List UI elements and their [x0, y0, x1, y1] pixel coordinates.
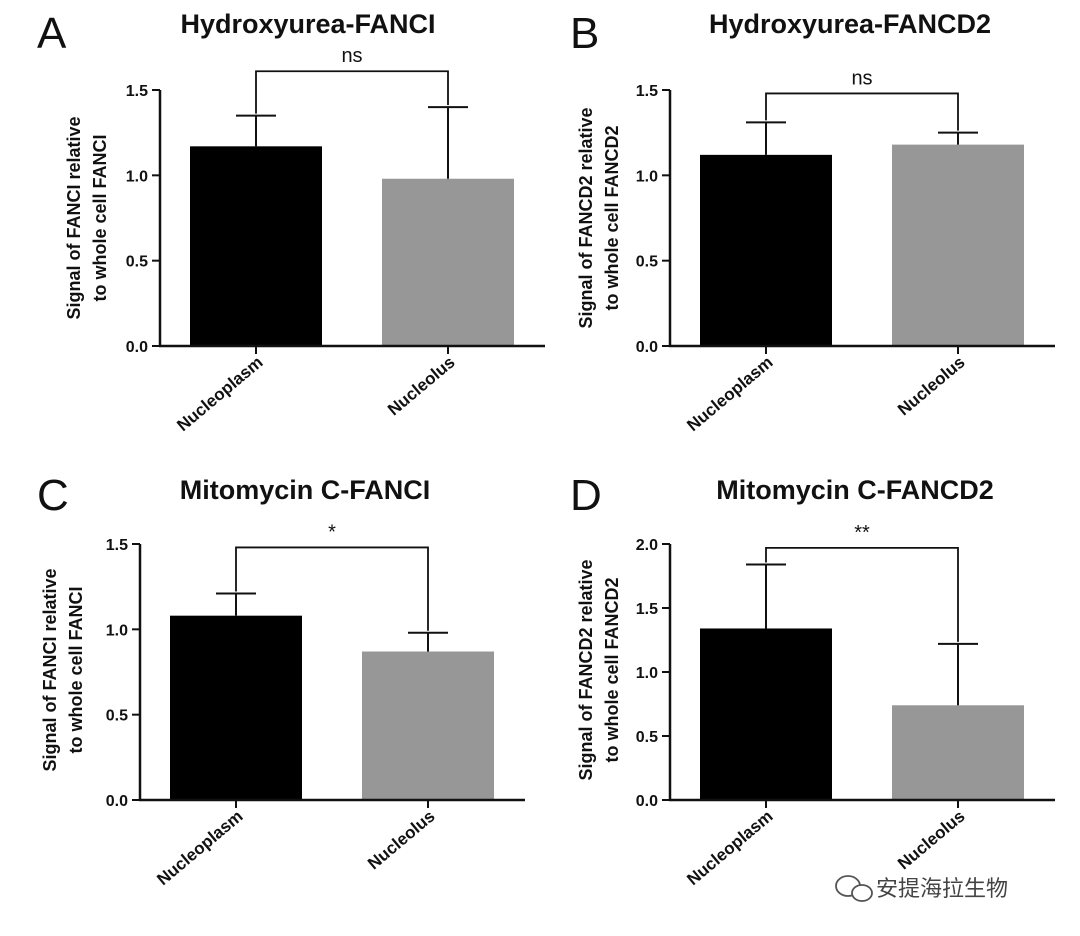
significance-bracket [235, 546, 429, 631]
significance-label: ** [854, 522, 870, 544]
y-tick-label: 1.5 [126, 83, 148, 100]
x-tick-label: Nucleoplasm [153, 807, 246, 890]
bar-nucleoplasm [700, 154, 832, 346]
bar-nucleolus [892, 144, 1024, 346]
bar-nucleoplasm [700, 628, 832, 800]
chart-title: Hydroxyurea-FANCD2 [709, 9, 991, 39]
significance-bracket [255, 70, 449, 114]
chart-panel-b: B Hydroxyurea-FANCD2 Signal of FANCD2 rela… [570, 9, 1055, 435]
chart-title: Mitomycin C-FANCD2 [716, 475, 994, 505]
panel-letter: A [37, 9, 67, 58]
panel-letter: B [570, 9, 599, 58]
y-axis-label: to whole cell FANCI [66, 586, 86, 753]
y-tick-label: 0.5 [636, 729, 658, 746]
y-tick-label: 0.5 [636, 254, 658, 271]
y-axis-label: Signal of FANCI relative [40, 568, 60, 771]
y-tick-label: 1.0 [106, 622, 128, 639]
y-tick-label: 0.0 [636, 339, 658, 356]
significance-label: ns [341, 45, 362, 67]
x-tick-label: Nucleolus [384, 353, 458, 420]
y-axis-label: to whole cell FANCI [90, 134, 110, 301]
y-tick-label: 0.0 [106, 793, 128, 810]
y-tick-label: 1.0 [126, 168, 148, 185]
x-tick-label: Nucleolus [364, 807, 438, 874]
y-tick-label: 0.0 [636, 793, 658, 810]
y-axis-label: Signal of FANCD2 relative [576, 107, 596, 328]
y-axis-label: to whole cell FANCD2 [602, 125, 622, 310]
y-axis-label: Signal of FANCD2 relative [576, 559, 596, 780]
chart-title: Hydroxyurea-FANCI [180, 9, 435, 39]
y-axis-label: to whole cell FANCD2 [602, 577, 622, 762]
watermark-text: 安提海拉生物 [876, 877, 1008, 902]
significance-label: ns [851, 67, 872, 89]
significance-bracket [765, 546, 959, 642]
chart-panel-d: D Mitomycin C-FANCD2 Signal of FANCD2 rela… [570, 471, 1055, 889]
chart-panel-a: A Hydroxyurea-FANCI Signal of FANCI relati… [37, 9, 545, 435]
watermark: 安提海拉生物 [835, 875, 1008, 902]
y-tick-label: 1.0 [636, 168, 658, 185]
x-tick-label: Nucleoplasm [683, 353, 776, 436]
y-tick-label: 1.5 [636, 601, 658, 618]
panel-letter: C [37, 471, 69, 520]
x-tick-label: Nucleoplasm [173, 353, 266, 436]
bar-nucleolus [362, 651, 494, 800]
chart-panel-c: C Mitomycin C-FANCI Signal of FANCI relati… [37, 471, 525, 889]
y-tick-label: 0.0 [126, 339, 148, 356]
y-tick-label: 0.5 [126, 254, 148, 271]
y-tick-label: 2.0 [636, 537, 658, 554]
y-tick-label: 0.5 [106, 708, 128, 725]
significance-label: * [328, 521, 336, 543]
bar-nucleolus [892, 705, 1024, 800]
bar-nucleoplasm [170, 615, 302, 800]
x-tick-label: Nucleolus [894, 807, 968, 874]
panel-letter: D [570, 471, 602, 520]
y-tick-label: 1.0 [636, 665, 658, 682]
bar-nucleoplasm [190, 146, 322, 346]
wechat-icon [835, 875, 873, 902]
y-tick-label: 1.5 [636, 83, 658, 100]
x-tick-label: Nucleolus [894, 353, 968, 420]
significance-bracket [765, 92, 959, 131]
chart-title: Mitomycin C-FANCI [180, 475, 431, 505]
y-tick-label: 1.5 [106, 537, 128, 554]
wechat-icon-bubble-small [851, 884, 873, 902]
bar-nucleolus [382, 178, 514, 346]
y-axis-label: Signal of FANCI relative [64, 116, 84, 319]
x-tick-label: Nucleoplasm [683, 807, 776, 890]
